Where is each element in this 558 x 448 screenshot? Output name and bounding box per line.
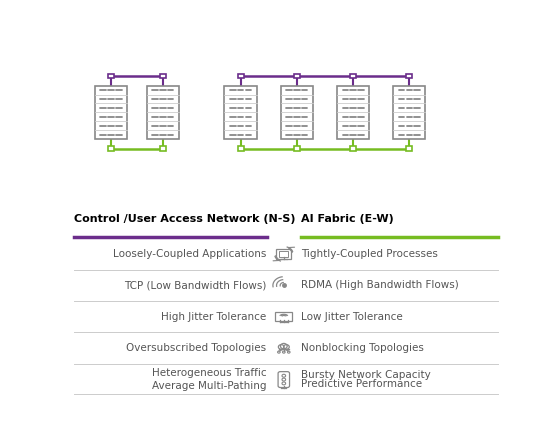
Text: Oversubscribed Topologies: Oversubscribed Topologies (127, 343, 267, 353)
FancyBboxPatch shape (406, 73, 412, 78)
FancyBboxPatch shape (393, 86, 425, 139)
FancyBboxPatch shape (160, 73, 166, 78)
FancyBboxPatch shape (95, 86, 127, 139)
FancyBboxPatch shape (406, 146, 412, 151)
Text: Predictive Performance: Predictive Performance (301, 379, 422, 389)
FancyBboxPatch shape (337, 86, 369, 139)
FancyBboxPatch shape (350, 73, 356, 78)
Text: Heterogeneous Traffic
Average Multi-Pathing: Heterogeneous Traffic Average Multi-Path… (152, 368, 267, 391)
Text: High Jitter Tolerance: High Jitter Tolerance (161, 312, 267, 322)
FancyBboxPatch shape (281, 86, 313, 139)
Text: Tightly-Coupled Processes: Tightly-Coupled Processes (301, 249, 438, 259)
FancyBboxPatch shape (224, 86, 257, 139)
Text: RDMA (High Bandwidth Flows): RDMA (High Bandwidth Flows) (301, 280, 459, 290)
FancyBboxPatch shape (238, 146, 244, 151)
Text: TCP (Low Bandwidth Flows): TCP (Low Bandwidth Flows) (124, 280, 267, 290)
FancyBboxPatch shape (108, 146, 114, 151)
FancyBboxPatch shape (147, 86, 179, 139)
Text: Low Jitter Tolerance: Low Jitter Tolerance (301, 312, 403, 322)
FancyBboxPatch shape (294, 73, 300, 78)
FancyBboxPatch shape (350, 146, 356, 151)
FancyBboxPatch shape (294, 146, 300, 151)
Text: Loosely-Coupled Applications: Loosely-Coupled Applications (113, 249, 267, 259)
Text: Control /User Access Network (N-S): Control /User Access Network (N-S) (74, 214, 296, 224)
FancyBboxPatch shape (238, 73, 244, 78)
Text: Nonblocking Topologies: Nonblocking Topologies (301, 343, 424, 353)
FancyBboxPatch shape (160, 146, 166, 151)
FancyBboxPatch shape (108, 73, 114, 78)
Text: Bursty Network Capacity: Bursty Network Capacity (301, 370, 431, 380)
Text: AI Fabric (E-W): AI Fabric (E-W) (301, 214, 394, 224)
